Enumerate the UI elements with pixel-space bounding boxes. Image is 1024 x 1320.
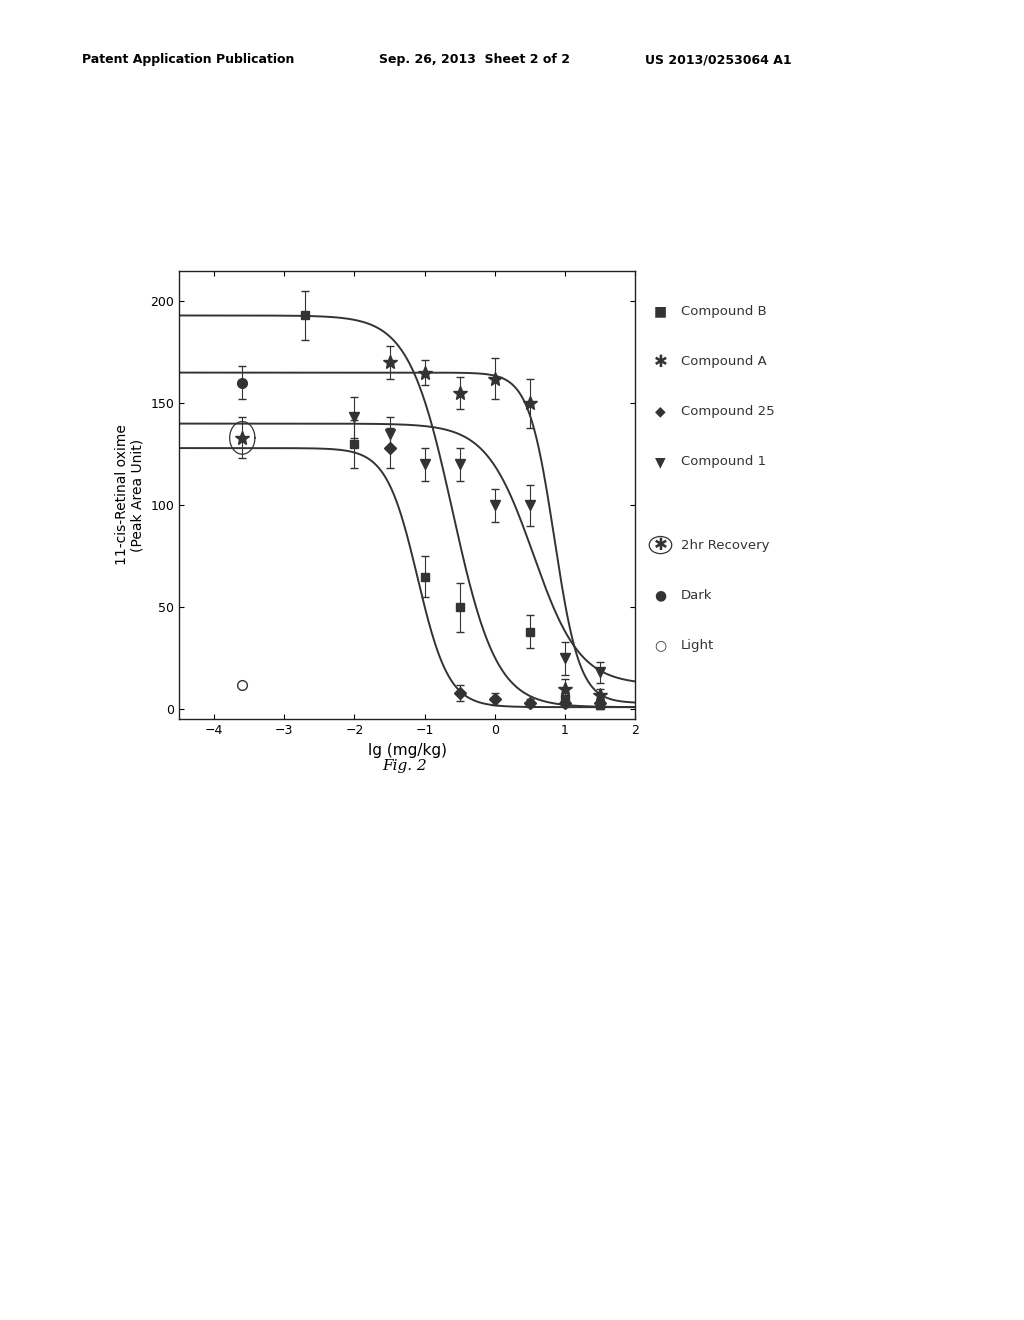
Y-axis label: 11-cis-Retinal oxime
(Peak Area Unit): 11-cis-Retinal oxime (Peak Area Unit) — [115, 425, 145, 565]
Text: ●: ● — [654, 589, 667, 602]
Text: ■: ■ — [654, 305, 667, 318]
Text: US 2013/0253064 A1: US 2013/0253064 A1 — [645, 53, 792, 66]
Text: ◆: ◆ — [655, 405, 666, 418]
Text: Compound B: Compound B — [681, 305, 767, 318]
Text: ▼: ▼ — [655, 455, 666, 469]
Text: Patent Application Publication: Patent Application Publication — [82, 53, 294, 66]
X-axis label: lg (mg/kg): lg (mg/kg) — [368, 743, 446, 758]
Text: ✱: ✱ — [653, 352, 668, 371]
Text: Compound 1: Compound 1 — [681, 455, 766, 469]
Text: ○: ○ — [654, 639, 667, 652]
Text: Light: Light — [681, 639, 714, 652]
Text: Dark: Dark — [681, 589, 713, 602]
Text: Sep. 26, 2013  Sheet 2 of 2: Sep. 26, 2013 Sheet 2 of 2 — [379, 53, 570, 66]
Text: ✱: ✱ — [653, 536, 668, 554]
Text: 2hr Recovery: 2hr Recovery — [681, 539, 769, 552]
Text: Fig. 2: Fig. 2 — [382, 759, 427, 772]
Text: Compound A: Compound A — [681, 355, 767, 368]
Text: Compound 25: Compound 25 — [681, 405, 774, 418]
